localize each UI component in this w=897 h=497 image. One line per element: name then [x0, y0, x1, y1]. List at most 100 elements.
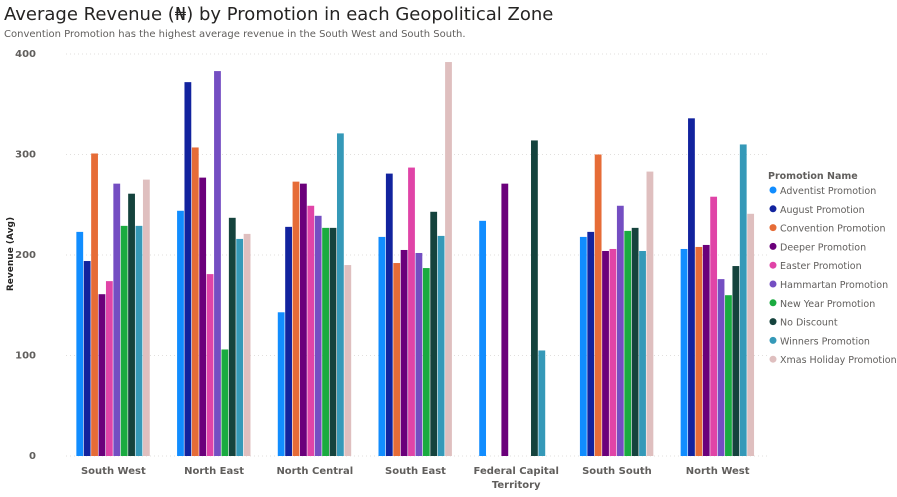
bar[interactable] [415, 252, 423, 456]
legend-item[interactable]: August Promotion [769, 205, 865, 216]
legend-item[interactable]: Hammartan Promotion [769, 280, 889, 291]
y-tick-label: 200 [15, 250, 36, 261]
x-category-label: North Central [276, 466, 353, 477]
bar[interactable] [177, 210, 184, 456]
x-category-label: North East [184, 466, 244, 477]
bar[interactable] [336, 133, 344, 456]
bar[interactable] [128, 193, 135, 456]
bar[interactable] [113, 183, 121, 456]
bar[interactable] [695, 246, 703, 456]
legend-label: Adventist Promotion [780, 186, 876, 197]
legend-swatch [769, 261, 777, 269]
y-axis-title: Revenue (Avg) [6, 217, 16, 291]
bar[interactable] [76, 231, 84, 456]
bar[interactable] [221, 349, 229, 456]
legend-swatch [769, 318, 777, 326]
bar[interactable] [732, 266, 740, 456]
legend-label: Xmas Holiday Promotion [780, 355, 897, 366]
bar[interactable] [243, 233, 251, 456]
bar[interactable] [609, 248, 617, 456]
legend-item[interactable]: Winners Promotion [769, 336, 870, 347]
bar[interactable] [616, 205, 624, 456]
bar[interactable] [624, 230, 632, 456]
bar[interactable] [717, 279, 725, 456]
bar[interactable] [400, 249, 408, 456]
bar[interactable] [437, 235, 445, 456]
bar[interactable] [105, 281, 113, 456]
bar[interactable] [710, 196, 718, 456]
bar[interactable] [83, 261, 91, 456]
legend-swatch [769, 224, 777, 232]
bar[interactable] [184, 82, 192, 456]
bar[interactable] [228, 217, 236, 456]
bar[interactable] [378, 236, 386, 456]
x-category-label: North West [686, 466, 750, 477]
bar[interactable] [344, 265, 352, 456]
x-category-label: Territory [492, 480, 541, 491]
legend-swatch [769, 355, 777, 363]
legend-swatch [769, 299, 777, 307]
legend-label: Easter Promotion [780, 261, 862, 272]
bar[interactable] [702, 244, 710, 456]
bar[interactable] [639, 250, 646, 456]
legend-label: Convention Promotion [780, 224, 886, 235]
bar[interactable] [680, 248, 688, 456]
bar[interactable] [408, 167, 415, 456]
legend-item[interactable]: Deeper Promotion [769, 242, 867, 253]
bar[interactable] [214, 71, 221, 457]
bar[interactable] [688, 118, 695, 456]
bar[interactable] [277, 312, 285, 456]
bar[interactable] [531, 140, 538, 456]
bar[interactable] [322, 227, 329, 456]
bar[interactable] [385, 173, 393, 456]
legend-swatch [769, 186, 777, 194]
legend-item[interactable]: Xmas Holiday Promotion [769, 355, 897, 366]
y-tick-label: 300 [15, 150, 36, 161]
legend-item[interactable]: New Year Promotion [769, 299, 876, 310]
bar[interactable] [579, 236, 587, 456]
bar[interactable] [299, 183, 307, 456]
bar[interactable] [479, 220, 487, 456]
bar[interactable] [135, 225, 143, 456]
bar[interactable] [191, 147, 199, 456]
y-axis-ticks: 0 100 200 300 400 [15, 49, 36, 462]
x-category-label: Federal Capital [474, 466, 559, 477]
legend-label: Winners Promotion [780, 336, 870, 347]
bar[interactable] [285, 226, 292, 456]
bar[interactable] [292, 181, 300, 456]
bar[interactable] [430, 211, 438, 456]
bar[interactable] [120, 225, 128, 456]
bar[interactable] [725, 295, 732, 456]
bar[interactable] [329, 227, 337, 456]
bar[interactable] [236, 238, 244, 456]
bar[interactable] [445, 62, 452, 456]
y-tick-label: 0 [29, 451, 36, 462]
bar[interactable] [747, 213, 755, 456]
bars [76, 62, 755, 457]
bar[interactable] [602, 250, 609, 456]
chart-subtitle: Convention Promotion has the highest ave… [4, 29, 466, 40]
legend-item[interactable]: Adventist Promotion [769, 186, 877, 197]
bar[interactable] [393, 263, 401, 456]
bar[interactable] [501, 183, 509, 456]
bar[interactable] [199, 177, 207, 457]
legend-title: Promotion Name [768, 171, 858, 182]
legend-item[interactable]: Easter Promotion [769, 261, 862, 272]
bar[interactable] [142, 179, 150, 456]
bar[interactable] [587, 231, 595, 456]
bar[interactable] [594, 154, 602, 457]
legend-item[interactable]: No Discount [769, 318, 838, 329]
bar[interactable] [739, 144, 747, 456]
legend-item[interactable]: Convention Promotion [769, 224, 886, 235]
bar[interactable] [98, 294, 106, 456]
bar[interactable] [307, 205, 315, 456]
bar[interactable] [631, 227, 639, 456]
bar[interactable] [91, 153, 98, 456]
chart-title: Average Revenue (₦) by Promotion in each… [4, 4, 554, 25]
bar[interactable] [314, 215, 322, 456]
bar[interactable] [538, 350, 546, 456]
bar[interactable] [422, 268, 430, 456]
bar[interactable] [646, 171, 654, 456]
x-category-label: South East [385, 466, 446, 477]
bar[interactable] [206, 274, 214, 456]
